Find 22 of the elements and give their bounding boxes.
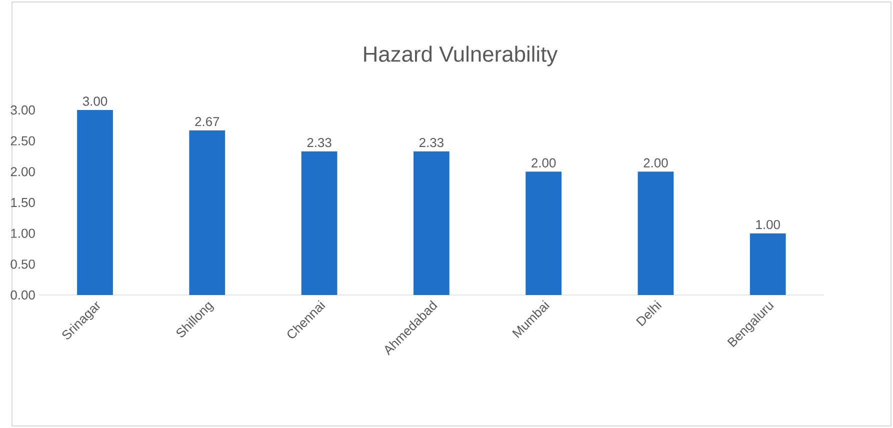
- data-label: 2.00: [644, 158, 668, 168]
- y-tick-label: 2.50: [10, 136, 35, 146]
- data-label: 2.33: [307, 138, 332, 148]
- y-tick-label: 1.00: [11, 228, 35, 238]
- bar: [189, 130, 226, 295]
- y-tick-label: 1.50: [11, 198, 35, 208]
- bar: [638, 172, 674, 295]
- bar: [526, 172, 562, 295]
- data-label: 2.67: [195, 116, 220, 126]
- chart-title: Hazard Vulnerability: [364, 46, 558, 66]
- data-label: 2.33: [419, 138, 444, 148]
- data-label: 1.00: [756, 220, 780, 230]
- y-tick-label: 3.00: [10, 105, 35, 115]
- y-tick-label: 0.50: [10, 260, 35, 269]
- bar: [413, 151, 450, 295]
- bar: [77, 110, 113, 295]
- bar: [750, 233, 786, 295]
- bar: [301, 151, 338, 295]
- data-label: 2.00: [532, 158, 556, 168]
- y-tick-label: 0.00: [10, 290, 35, 300]
- data-label: 3.00: [82, 96, 108, 106]
- y-tick-label: 2.00: [10, 167, 35, 176]
